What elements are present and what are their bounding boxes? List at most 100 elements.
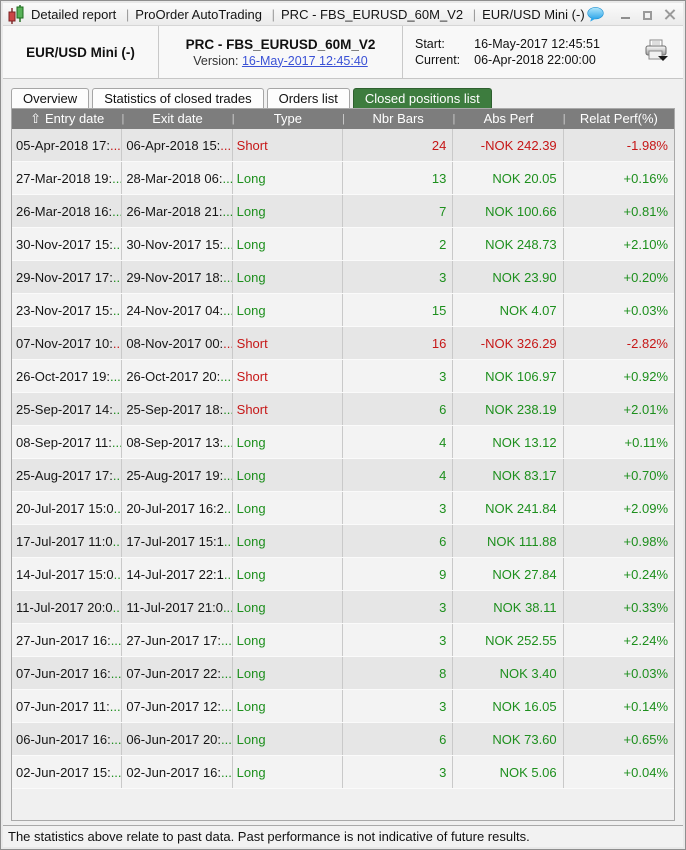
- position-row[interactable]: 07-Nov-2017 10:... 08-Nov-2017 00:... Sh…: [12, 327, 674, 360]
- position-row[interactable]: 02-Jun-2017 15:... 02-Jun-2017 16:... Lo…: [12, 756, 674, 789]
- position-row[interactable]: 05-Apr-2018 17:... 06-Apr-2018 15:... Sh…: [12, 129, 674, 162]
- entry-date-text: 27-Mar-2018 19:: [16, 170, 113, 186]
- entry-date-cell: 11-Jul-2017 20:0...: [12, 591, 123, 623]
- column-header-type[interactable]: ⇧Type: [233, 109, 346, 129]
- exit-date-text: 07-Jun-2017 22:: [126, 665, 222, 681]
- truncation-ellipsis: ...: [112, 599, 122, 615]
- chat-bubble-icon[interactable]: [587, 6, 604, 22]
- position-row[interactable]: 29-Nov-2017 17:... 29-Nov-2017 18:... Lo…: [12, 261, 674, 294]
- position-row[interactable]: 23-Nov-2017 15:... 24-Nov-2017 04:... Lo…: [12, 294, 674, 327]
- tab-orders-list[interactable]: Orders list: [266, 88, 350, 108]
- position-type-text: Long: [236, 698, 266, 714]
- tab-overview[interactable]: Overview: [11, 88, 90, 108]
- entry-date-text: 25-Aug-2017 17:: [16, 467, 113, 483]
- column-header-abs-perf[interactable]: ⇧Abs Perf: [453, 109, 566, 129]
- nbr-bars-cell: 3: [343, 492, 454, 524]
- abs-perf-value: NOK 23.90: [492, 269, 557, 285]
- abs-perf-value: NOK 3.40: [499, 665, 557, 681]
- type-cell: Long: [233, 591, 343, 623]
- position-type-text: Long: [236, 434, 266, 450]
- nbr-bars-cell: 3: [343, 756, 454, 788]
- position-type-text: Short: [236, 137, 268, 153]
- window-title: Detailed report | ProOrder AutoTrading |…: [31, 7, 585, 22]
- relat-perf-cell: +0.98%: [564, 525, 674, 557]
- relat-perf-value: +0.92%: [623, 368, 668, 384]
- type-cell: Long: [233, 657, 343, 689]
- disclaimer-text: The statistics above relate to past data…: [8, 829, 530, 844]
- position-row[interactable]: 27-Jun-2017 16:... 27-Jun-2017 17:... Lo…: [12, 624, 674, 657]
- entry-date-cell: 27-Jun-2017 16:...: [12, 624, 123, 656]
- truncation-ellipsis: ...: [109, 698, 121, 714]
- type-cell: Long: [233, 162, 343, 194]
- position-row[interactable]: 17-Jul-2017 11:0... 17-Jul-2017 15:1... …: [12, 525, 674, 558]
- exit-date-text: 06-Jun-2017 20:: [126, 731, 222, 747]
- report-body: Overview Statistics of closed trades Order…: [3, 79, 683, 825]
- abs-perf-value: NOK 252.55: [485, 632, 557, 648]
- entry-date-cell: 14-Jul-2017 15:0...: [12, 558, 123, 590]
- abs-perf-cell: NOK 5.06: [453, 756, 564, 788]
- print-button[interactable]: [643, 39, 669, 66]
- abs-perf-cell: NOK 252.55: [453, 624, 564, 656]
- relat-perf-value: +2.10%: [623, 236, 668, 252]
- exit-date-cell: 26-Mar-2018 21:...: [122, 195, 233, 227]
- abs-perf-value: NOK 111.88: [487, 533, 557, 549]
- entry-date-cell: 25-Aug-2017 17:...: [12, 459, 123, 491]
- position-row[interactable]: 26-Oct-2017 19:... 26-Oct-2017 20:... Sh…: [12, 360, 674, 393]
- position-type-text: Long: [236, 203, 266, 219]
- column-header-entry-date[interactable]: ⇧ Entry date: [12, 109, 125, 129]
- maximize-button[interactable]: [641, 8, 653, 20]
- version-link[interactable]: 16-May-2017 12:45:40: [241, 53, 368, 68]
- position-row[interactable]: 25-Aug-2017 17:... 25-Aug-2017 19:... Lo…: [12, 459, 674, 492]
- truncation-ellipsis: ...: [113, 500, 122, 516]
- position-row[interactable]: 07-Jun-2017 16:... 07-Jun-2017 22:... Lo…: [12, 657, 674, 690]
- tab-statistics-of-closed-trades[interactable]: Statistics of closed trades: [92, 88, 264, 108]
- abs-perf-cell: NOK 248.73: [453, 228, 564, 260]
- position-row[interactable]: 27-Mar-2018 19:... 28-Mar-2018 06:... Lo…: [12, 162, 674, 195]
- abs-perf-cell: -NOK 326.29: [453, 327, 564, 359]
- relat-perf-value: +0.81%: [623, 203, 668, 219]
- position-type-text: Short: [236, 401, 268, 417]
- position-row[interactable]: 30-Nov-2017 15:... 30-Nov-2017 15:... Lo…: [12, 228, 674, 261]
- exit-date-cell: 02-Jun-2017 16:...: [122, 756, 233, 788]
- relat-perf-value: +0.24%: [623, 566, 668, 582]
- position-row[interactable]: 06-Jun-2017 16:... 06-Jun-2017 20:... Lo…: [12, 723, 674, 756]
- exit-date-cell: 06-Apr-2018 15:...: [122, 129, 233, 161]
- exit-date-cell: 06-Jun-2017 20:...: [122, 723, 233, 755]
- type-cell: Long: [233, 426, 343, 458]
- exit-date-text: 26-Oct-2017 20:: [126, 368, 221, 384]
- tab-closed-positions-list[interactable]: Closed positions list: [352, 88, 492, 108]
- close-button[interactable]: [663, 8, 675, 20]
- position-row[interactable]: 08-Sep-2017 11:... 08-Sep-2017 13:... Lo…: [12, 426, 674, 459]
- entry-date-cell: 02-Jun-2017 15:...: [12, 756, 123, 788]
- position-row[interactable]: 20-Jul-2017 15:0... 20-Jul-2017 16:2... …: [12, 492, 674, 525]
- title-bar: Detailed report | ProOrder AutoTrading |…: [3, 3, 683, 26]
- entry-date-cell: 08-Sep-2017 11:...: [12, 426, 123, 458]
- position-row[interactable]: 14-Jul-2017 15:0... 14-Jul-2017 22:1... …: [12, 558, 674, 591]
- exit-date-text: 08-Nov-2017 00:: [126, 335, 224, 351]
- nbr-bars-value: 6: [439, 731, 447, 747]
- abs-perf-cell: NOK 13.12: [453, 426, 564, 458]
- exit-date-cell: 11-Jul-2017 21:0...: [122, 591, 233, 623]
- window-title-text: EUR/USD Mini (-): [482, 6, 585, 22]
- truncation-ellipsis: ...: [222, 170, 233, 186]
- relat-perf-value: +0.11%: [624, 434, 669, 450]
- column-header-nbr-bars[interactable]: ⇧Nbr Bars: [343, 109, 456, 129]
- position-row[interactable]: 11-Jul-2017 20:0... 11-Jul-2017 21:0... …: [12, 591, 674, 624]
- position-row[interactable]: 07-Jun-2017 11:... 07-Jun-2017 12:... Lo…: [12, 690, 674, 723]
- relat-perf-value: +0.20%: [623, 269, 668, 285]
- exit-date-cell: 29-Nov-2017 18:...: [122, 261, 233, 293]
- position-row[interactable]: 25-Sep-2017 14:... 25-Sep-2017 18:... Sh…: [12, 393, 674, 426]
- column-header-relat-perf[interactable]: ⇧Relat Perf(%): [564, 109, 674, 129]
- minimize-button[interactable]: [619, 8, 631, 20]
- truncation-ellipsis: ...: [223, 302, 231, 318]
- entry-date-text: 30-Nov-2017 15:: [16, 236, 113, 252]
- exit-date-text: 17-Jul-2017 15:1: [126, 533, 224, 549]
- window-title-text: PRC - FBS_EURUSD_60M_V2: [281, 6, 464, 22]
- position-row[interactable]: 26-Mar-2018 16:... 26-Mar-2018 21:... Lo…: [12, 195, 674, 228]
- abs-perf-cell: -NOK 242.39: [453, 129, 564, 161]
- nbr-bars-cell: 6: [343, 525, 454, 557]
- column-header-label: Nbr Bars: [372, 111, 424, 126]
- position-type-text: Short: [236, 335, 268, 351]
- column-header-exit-date[interactable]: ⇧Exit date: [122, 109, 235, 129]
